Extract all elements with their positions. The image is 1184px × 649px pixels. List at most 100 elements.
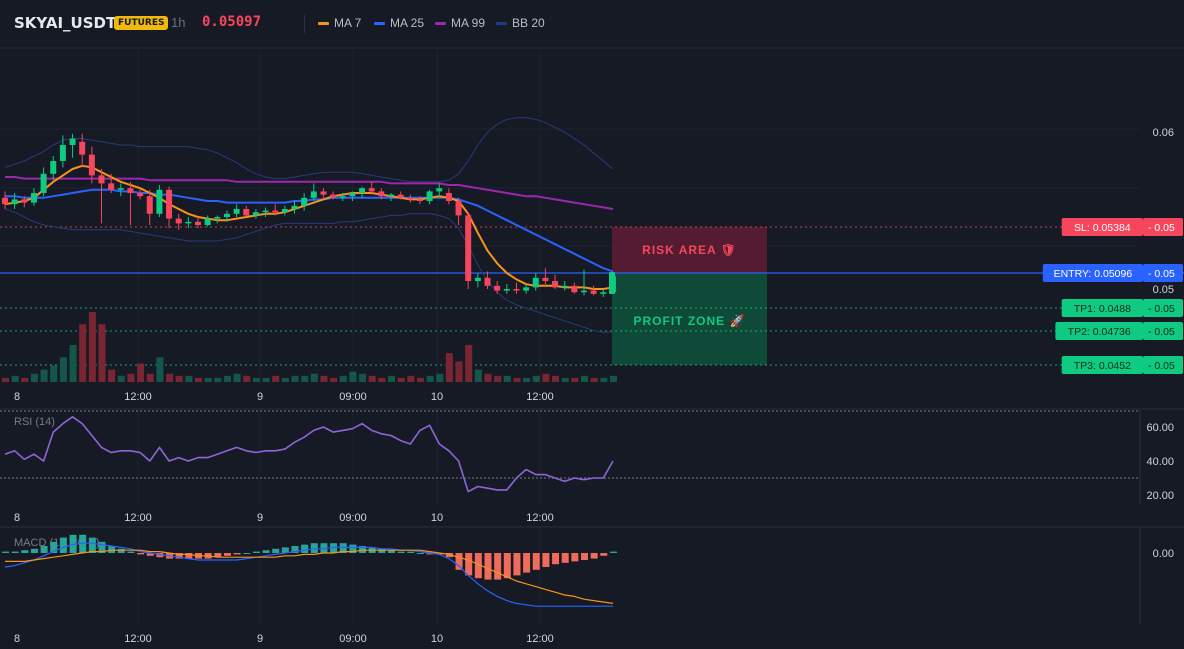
ma7-swatch <box>318 21 329 25</box>
candle-body <box>359 188 366 193</box>
volume-bar <box>397 377 405 382</box>
volume-bar <box>291 375 299 382</box>
candle-body <box>339 196 346 198</box>
legend-ma25[interactable]: MA 25 <box>374 16 424 30</box>
macd-hist-bar <box>214 553 222 558</box>
macd-hist-bar <box>388 550 395 553</box>
candle-body <box>291 205 298 209</box>
time-tick-09:00: 09:00 <box>339 633 367 645</box>
macd-hist-bar <box>590 553 598 559</box>
volume-bar <box>542 373 550 382</box>
candle-body <box>600 292 607 294</box>
macd-hist-bar <box>407 551 415 553</box>
candle-body <box>108 183 115 190</box>
macd-hist-bar <box>513 553 521 576</box>
volume-bar <box>571 377 579 382</box>
volume-bar <box>243 375 251 382</box>
candle-body <box>223 213 230 217</box>
candle-body <box>40 173 47 193</box>
volume-bar <box>156 357 164 382</box>
macd-hist-bar <box>320 543 328 553</box>
macd-hist-bar <box>137 553 145 555</box>
pane-borders <box>0 47 1184 625</box>
macd-hist-bar <box>503 553 511 579</box>
candle-body <box>407 197 414 200</box>
legend-ma25-label: MA 25 <box>390 16 425 30</box>
sl-value-label: - 0.05 <box>1148 222 1175 234</box>
candle-body <box>503 289 510 291</box>
bb-lower-line <box>4 208 613 333</box>
tp2-value-label: - 0.05 <box>1148 326 1175 338</box>
time-tick-10: 10 <box>431 512 443 524</box>
time-tick-8: 8 <box>14 633 20 645</box>
macd-hist-bar <box>552 553 560 565</box>
tp3-value-label: - 0.05 <box>1148 360 1175 372</box>
candle-body <box>474 277 481 281</box>
macd-pane: 0.00 <box>2 534 1174 607</box>
candle-body <box>436 188 443 192</box>
sl-tag-bg <box>1061 218 1143 236</box>
candle-body <box>445 193 452 201</box>
volume-bar <box>214 377 222 382</box>
macd-hist-bar <box>185 553 193 559</box>
candle-body <box>146 196 153 214</box>
volume-bar <box>436 373 444 382</box>
volume-bar <box>581 375 588 382</box>
legend-ma7-label: MA 7 <box>334 16 362 30</box>
tp3-value-bg <box>1143 356 1183 374</box>
candle-body <box>59 145 66 161</box>
candle-body <box>252 212 259 216</box>
macd-hist-bar <box>455 553 463 570</box>
candle-body <box>214 217 221 219</box>
candle-body <box>494 285 501 291</box>
volume-bar <box>301 375 309 382</box>
macd-hist-bar <box>262 550 270 553</box>
symbol-title[interactable]: SKYAI_USDT <box>14 14 117 32</box>
macd-hist-bar <box>117 548 125 553</box>
macd-hist-bar <box>21 550 29 553</box>
time-tick-12:00: 12:00 <box>526 391 554 403</box>
tp1-value-bg <box>1143 299 1183 317</box>
tp2-tag-bg <box>1055 322 1143 340</box>
legend-bb20[interactable]: BB 20 <box>496 16 545 30</box>
macd-hist-bar <box>397 551 405 553</box>
macd-hist-bar <box>436 553 444 555</box>
ma25-line <box>5 188 614 273</box>
macd-hist-bar <box>416 553 424 554</box>
time-tick-9: 9 <box>257 391 263 403</box>
price-tick-0.06: 0.06 <box>1153 127 1174 139</box>
legend-ma99[interactable]: MA 99 <box>435 16 485 30</box>
volume-bar <box>455 361 463 382</box>
entry-tag-label: ENTRY: 0.05096 <box>1054 268 1133 280</box>
legend-ma7[interactable]: MA 7 <box>318 16 361 30</box>
macd-hist-bar <box>310 543 318 553</box>
volume-bar <box>407 375 415 382</box>
volume-bar <box>600 377 608 382</box>
volume-bar <box>262 377 270 382</box>
volume-bar <box>175 375 183 382</box>
volume-bar <box>146 373 154 382</box>
volume-bar <box>532 375 540 382</box>
candle-body <box>137 193 144 197</box>
macd-hist-bar <box>11 551 19 553</box>
timeframe-label[interactable]: 1h <box>171 15 186 30</box>
time-tick-12:00: 12:00 <box>526 633 554 645</box>
candle-body <box>175 218 182 224</box>
time-tick-09:00: 09:00 <box>339 391 367 403</box>
time-tick-8: 8 <box>14 391 20 403</box>
level-tags: SL: 0.05384 - 0.05 ENTRY: 0.05096 - 0.05 TP1… <box>1042 218 1183 374</box>
macd-hist-bar <box>223 553 231 556</box>
macd-hist-bar <box>561 553 569 563</box>
time-axes: 8 12:00 9 09:00 10 12:00 8 12:00 9 09:00 10 12:00 8 1… <box>14 391 554 645</box>
volume-bar <box>503 375 511 382</box>
candle-body <box>11 199 18 205</box>
macd-hist-bar <box>2 551 9 553</box>
volume-bar <box>474 369 482 382</box>
candle-body <box>552 281 559 288</box>
macd-hist-bar <box>484 553 492 580</box>
profit-zone-box <box>612 273 767 365</box>
profit-zone-label: PROFIT ZONE 🚀 <box>634 314 746 328</box>
candle-body <box>590 290 597 294</box>
macd-hist-bar <box>301 544 309 553</box>
